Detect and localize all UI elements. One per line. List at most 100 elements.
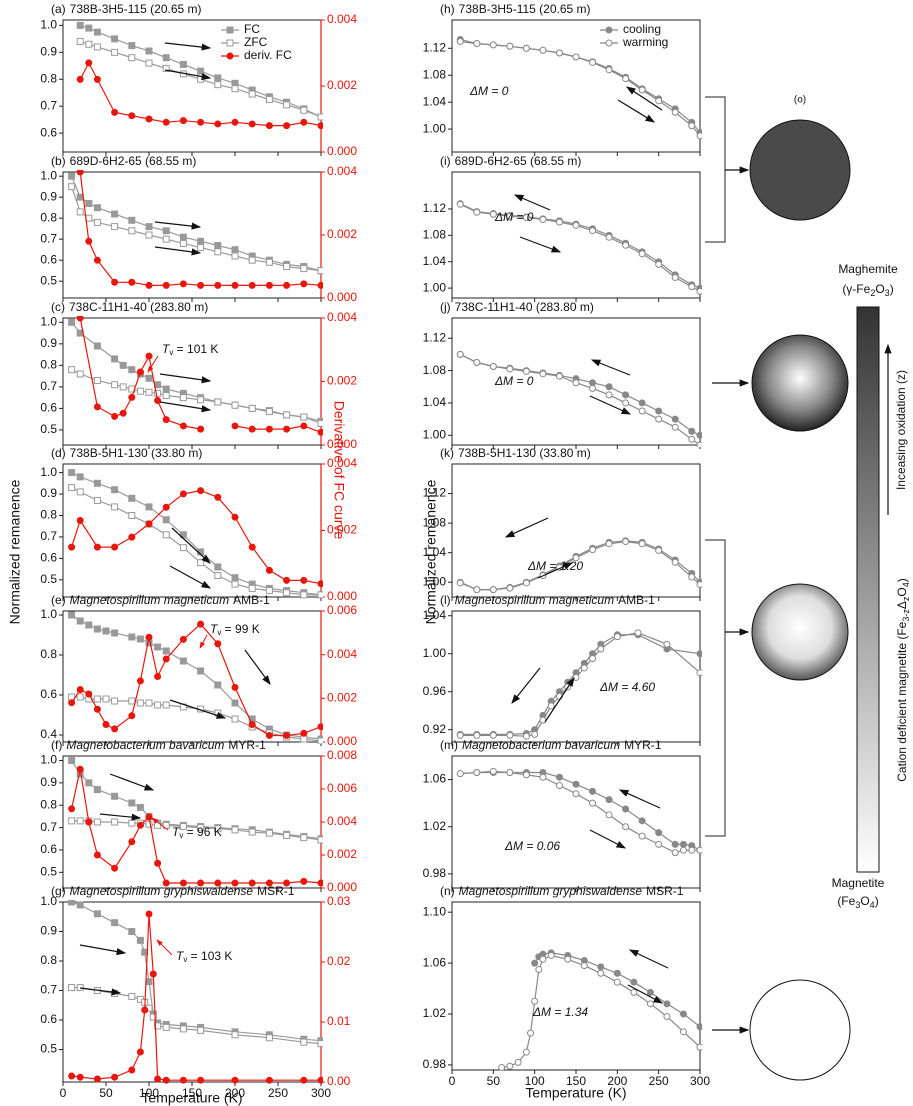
data-point [638, 407, 646, 415]
sample-name: AMB-1 [233, 593, 270, 607]
data-point [265, 408, 273, 416]
data-point [154, 859, 162, 867]
y-tick-label: 0.9 [40, 336, 57, 350]
data-point [76, 473, 84, 481]
data-point [162, 879, 170, 887]
data-point [111, 725, 119, 733]
subscript: 4 [901, 582, 911, 587]
panel-label: (b) [51, 154, 66, 168]
data-point [622, 75, 630, 83]
y2-tick-label: 0.002 [327, 374, 357, 388]
trend-arrow [618, 789, 661, 809]
data-point [283, 731, 291, 739]
y-tick-label: 1.06 [423, 955, 447, 969]
data-point [111, 486, 119, 494]
data-point [679, 846, 687, 854]
annotation: Tv = 101 K [162, 342, 218, 357]
data-point [589, 379, 597, 387]
series-line [71, 901, 322, 1042]
y-tick-label: 1.00 [423, 646, 447, 660]
trend-arrow [511, 667, 541, 704]
data-point [317, 879, 323, 887]
data-point [145, 910, 153, 918]
x-tick-label: 250 [268, 1086, 288, 1100]
y-tick-label: 0.8 [40, 71, 57, 85]
data-point [514, 1058, 522, 1066]
data-point [527, 1029, 535, 1037]
data-point [214, 120, 222, 128]
data-point [300, 106, 308, 114]
data-point [128, 227, 136, 235]
data-point [300, 1038, 308, 1046]
trend-arrow [513, 194, 551, 211]
data-point [93, 910, 101, 918]
data-point [111, 989, 119, 997]
y-tick-label: 0.7 [40, 379, 57, 393]
data-point [128, 278, 136, 286]
data-point [589, 227, 597, 235]
data-point [473, 731, 481, 739]
plot-area [456, 629, 702, 740]
data-point [128, 712, 136, 720]
y2-tick-label: 0.008 [327, 748, 357, 762]
trend-arrow [617, 99, 656, 123]
data-point [111, 48, 119, 56]
sample-name: 738B-3H5-115 (20.65 m) [70, 2, 202, 16]
data-point [265, 1034, 273, 1042]
data-point [605, 796, 613, 804]
y-tick-label: 0.6 [40, 401, 57, 415]
data-point [597, 969, 605, 977]
y2-tick-label: 0.004 [327, 12, 357, 26]
data-point [197, 879, 205, 887]
data-point [214, 74, 222, 82]
data-point [68, 699, 76, 707]
data-point [317, 737, 323, 744]
y-tick-label: 0.8 [40, 797, 57, 811]
data-point [93, 543, 101, 551]
y2-tick-label: 0.000 [327, 144, 357, 158]
panel-title: (l) Magnetospirillum magneticum AMB-1 [440, 593, 655, 607]
data-point [317, 591, 323, 599]
data-point [93, 1075, 101, 1083]
data-point [283, 411, 291, 419]
data-point [128, 511, 136, 519]
data-point [197, 620, 205, 628]
text-part: ) [875, 894, 879, 908]
subscript: 3 [885, 288, 890, 298]
y-tick-label: 0.8 [40, 210, 57, 224]
data-point [613, 969, 621, 977]
data-point [119, 361, 127, 369]
species: Magnetobacterium bavaricum [66, 738, 224, 752]
sample-name: AMB-1 [618, 593, 655, 607]
data-point [589, 654, 597, 662]
data-point [162, 416, 170, 424]
x-tick-label: 0 [449, 1074, 456, 1088]
data-point [572, 780, 580, 788]
data-point [506, 365, 514, 373]
data-point [162, 118, 170, 126]
plot-frame [451, 463, 701, 598]
data-point [149, 970, 157, 978]
data-point [68, 984, 76, 992]
annotation-arrow [156, 939, 173, 956]
y-tick-label: 0.5 [40, 422, 57, 436]
y-tick-label: 1.00 [423, 280, 447, 294]
data-point [154, 673, 162, 680]
legend-marker [226, 39, 234, 47]
y2-tick-label: 0.006 [327, 781, 357, 795]
data-point [456, 38, 464, 46]
data-point [76, 901, 84, 909]
data-point [547, 702, 555, 710]
data-point [93, 705, 101, 713]
data-point [111, 818, 119, 826]
series-line [460, 770, 700, 854]
y2-axis-label: Derivative of FC curve [331, 401, 347, 540]
data-point [136, 821, 144, 829]
data-point [531, 997, 539, 1005]
data-point [231, 422, 239, 430]
data-point [85, 24, 93, 32]
data-point [162, 647, 170, 655]
data-point [248, 90, 256, 98]
data-point [111, 792, 119, 800]
plot-area [456, 200, 702, 295]
